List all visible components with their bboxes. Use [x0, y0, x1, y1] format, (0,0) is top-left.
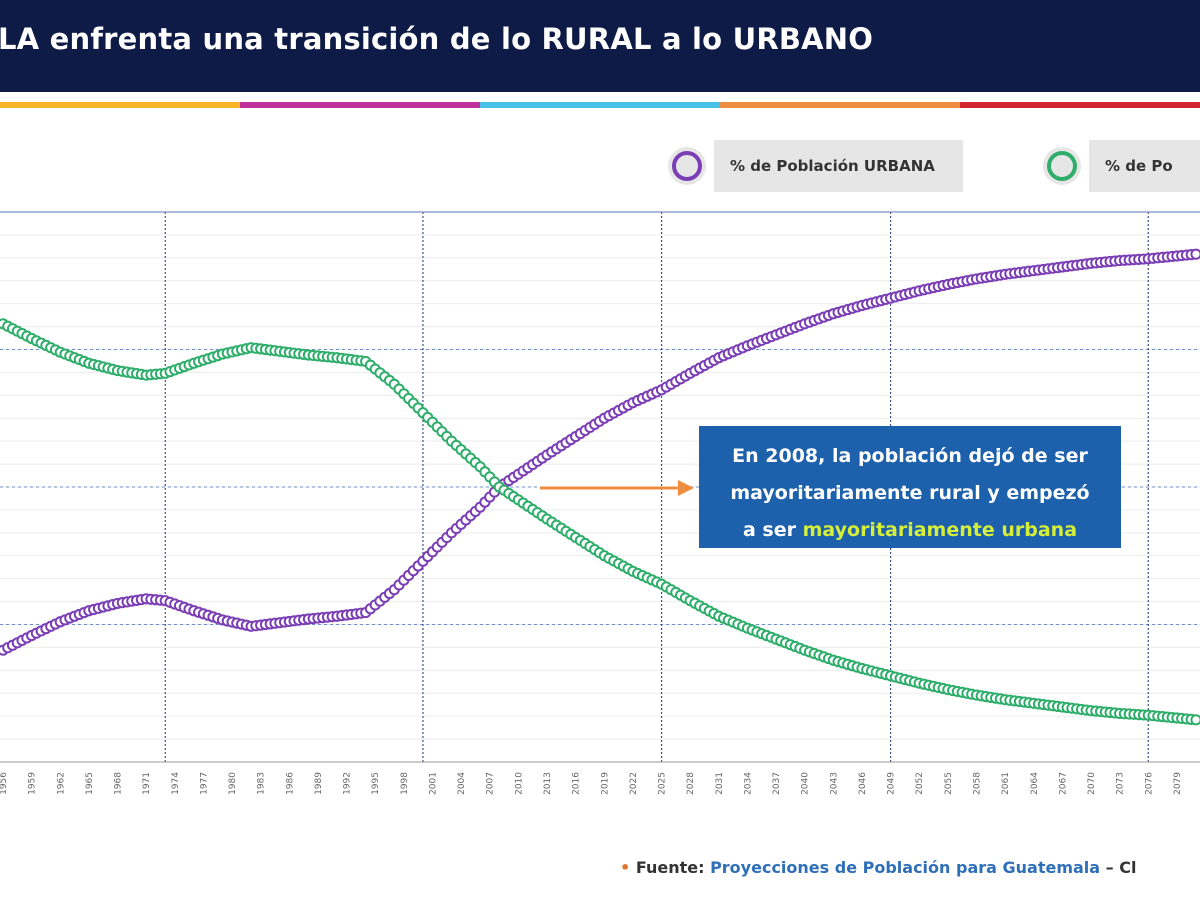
legend-marker-rural	[1043, 147, 1081, 185]
x-tick-label: 2022	[629, 772, 639, 795]
x-tick-label: 2040	[801, 772, 811, 795]
annotation-highlight: mayoritariamente urbana	[802, 519, 1078, 541]
legend-marker-urbana	[668, 147, 706, 185]
annotation-line-2: mayoritariamente rural y empezó	[730, 482, 1090, 504]
annotation-line-1: En 2008, la población dejó de ser	[732, 445, 1088, 467]
x-tick-label: 2025	[658, 772, 668, 795]
x-tick-label: 2007	[486, 772, 496, 795]
x-tick-label: 2061	[1001, 772, 1011, 795]
circle-icon	[1047, 151, 1077, 181]
circle-icon	[672, 151, 702, 181]
page-title: LA enfrenta una transición de lo RURAL a…	[0, 22, 874, 56]
strip-segment-2	[240, 102, 480, 108]
x-tick-label: 2034	[743, 772, 753, 795]
strip-segment-5	[960, 102, 1200, 108]
legend-label-urbana: % de Población URBANA	[714, 140, 963, 192]
x-tick-label: 1983	[257, 772, 267, 795]
source-label: Fuente:	[635, 858, 705, 877]
x-tick-label: 1977	[199, 772, 209, 795]
data-point	[1190, 714, 1200, 726]
x-tick-label: 1989	[314, 772, 324, 795]
x-tick-label: 2058	[972, 772, 982, 795]
line-chart: 1956 1959 1962 1965 1968 1971 1974 1977 1980 1983…	[0, 211, 1200, 795]
x-tick-label: 2019	[600, 772, 610, 795]
x-tick-label: 2052	[915, 772, 925, 795]
x-tick-label: 1992	[343, 772, 353, 795]
title-bar: LA enfrenta una transición de lo RURAL a…	[0, 0, 1200, 92]
x-tick-label: 1956	[0, 772, 9, 795]
x-tick-label: 1998	[400, 772, 410, 795]
x-tick-label: 1986	[285, 772, 295, 795]
annotation-line-3-prefix: a ser	[742, 519, 803, 541]
x-tick-label: 2079	[1173, 772, 1183, 795]
x-tick-label: 2010	[514, 772, 524, 795]
x-tick-label: 2067	[1058, 772, 1068, 795]
x-tick-label: 2055	[944, 772, 954, 795]
x-tick-label: 2001	[428, 772, 438, 795]
x-tick-label: 2076	[1144, 772, 1154, 795]
x-tick-label: 2004	[457, 772, 467, 795]
x-tick-label: 2070	[1087, 772, 1097, 795]
source-line: • Fuente: Proyecciones de Población para…	[620, 858, 1136, 877]
annotation-line-3: a ser mayoritariamente urbana	[709, 512, 1111, 549]
legend-label-rural: % de Po	[1089, 140, 1200, 192]
legend-item-rural: % de Po	[1043, 140, 1200, 192]
x-tick-label: 1995	[371, 772, 381, 795]
color-strip	[0, 102, 1200, 108]
x-tick-label: 2028	[686, 772, 696, 795]
annotation-box: En 2008, la población dejó de ser mayori…	[699, 426, 1121, 548]
x-tick-label: 2049	[887, 772, 897, 795]
x-tick-label: 2064	[1030, 772, 1040, 795]
series-urbana	[0, 248, 1200, 656]
x-tick-label: 1980	[228, 772, 238, 795]
x-tick-label: 2073	[1116, 772, 1126, 795]
data-point	[1190, 248, 1200, 260]
strip-segment-4	[720, 102, 960, 108]
strip-segment-3	[480, 102, 720, 108]
x-tick-label: 2037	[772, 772, 782, 795]
legend-item-urbana: % de Población URBANA	[668, 140, 963, 192]
x-tick-label: 2031	[715, 772, 725, 795]
x-tick-label: 1965	[85, 772, 95, 795]
x-tick-label: 1968	[114, 772, 124, 795]
x-tick-label: 2013	[543, 772, 553, 795]
source-bullet: •	[620, 858, 631, 877]
series-rural	[0, 318, 1200, 726]
x-tick-label: 2016	[572, 772, 582, 795]
x-tick-label: 2046	[858, 772, 868, 795]
x-tick-label: 2043	[829, 772, 839, 795]
x-tick-label: 1971	[142, 772, 152, 795]
arrow-head-icon	[678, 480, 694, 496]
x-tick-label: 1974	[171, 772, 181, 795]
source-suffix: – Cl	[1105, 858, 1137, 877]
x-tick-label: 1959	[28, 772, 38, 795]
source-link[interactable]: Proyecciones de Población para Guatemala	[710, 858, 1101, 877]
x-tick-label: 1962	[56, 772, 66, 795]
strip-segment-1	[0, 102, 240, 108]
